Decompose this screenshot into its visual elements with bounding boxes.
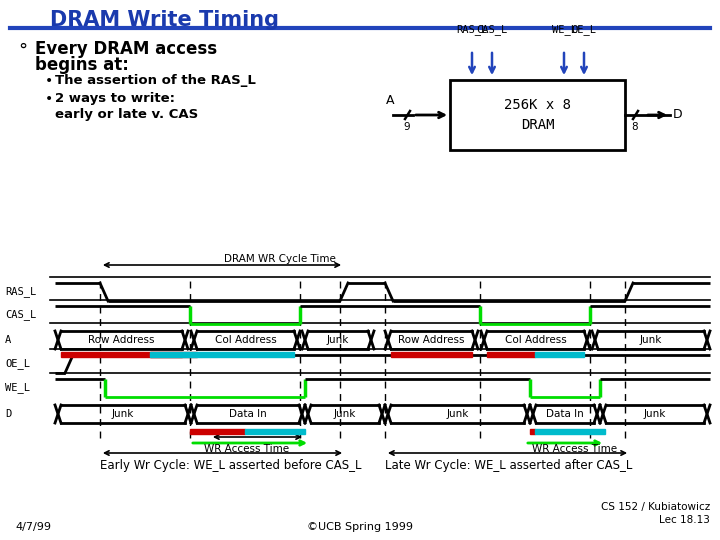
Text: OE_L: OE_L [5, 359, 30, 369]
Text: WE_L: WE_L [552, 24, 577, 35]
Text: Row Address: Row Address [89, 335, 155, 345]
Text: OE_L: OE_L [572, 24, 596, 35]
Text: Junk: Junk [112, 409, 134, 419]
Text: 256K x 8
DRAM: 256K x 8 DRAM [504, 98, 571, 132]
Text: A: A [386, 94, 395, 107]
Text: The assertion of the RAS_L: The assertion of the RAS_L [55, 74, 256, 87]
Text: DRAM WR Cycle Time: DRAM WR Cycle Time [224, 254, 336, 264]
Text: early or late v. CAS: early or late v. CAS [55, 108, 198, 121]
Text: begins at:: begins at: [35, 56, 129, 74]
Text: WR Access Time: WR Access Time [532, 444, 618, 454]
Text: Junk: Junk [640, 335, 662, 345]
Text: A: A [5, 335, 12, 345]
Text: RAS_L: RAS_L [5, 287, 36, 298]
Text: Row Address: Row Address [398, 335, 464, 345]
Text: ©UCB Spring 1999: ©UCB Spring 1999 [307, 522, 413, 532]
Text: Col Address: Col Address [215, 335, 276, 345]
Text: •: • [45, 92, 53, 106]
Bar [391, 352, 472, 356]
Text: Early Wr Cycle: WE_L asserted before CAS_L: Early Wr Cycle: WE_L asserted before CAS… [100, 459, 361, 472]
Text: •: • [45, 74, 53, 88]
Bar [487, 352, 535, 356]
Text: °: ° [18, 42, 27, 60]
Text: 8: 8 [631, 122, 639, 132]
Bar [535, 429, 605, 434]
Bar [535, 352, 584, 356]
Text: D: D [5, 409, 12, 419]
Text: Junk: Junk [446, 409, 469, 419]
Text: Every DRAM access: Every DRAM access [35, 40, 217, 58]
Text: Junk: Junk [644, 409, 666, 419]
Text: Data In: Data In [229, 409, 267, 419]
Text: Junk: Junk [327, 335, 349, 345]
Bar [150, 352, 197, 356]
Text: 2 ways to write:: 2 ways to write: [55, 92, 175, 105]
Text: WR Access Time: WR Access Time [204, 444, 289, 454]
Text: 4/7/99: 4/7/99 [15, 522, 51, 532]
Text: Late Wr Cycle: WE_L asserted after CAS_L: Late Wr Cycle: WE_L asserted after CAS_L [385, 459, 632, 472]
Bar [150, 352, 294, 356]
Text: CAS_L: CAS_L [477, 24, 508, 35]
Text: DRAM Write Timing: DRAM Write Timing [50, 10, 279, 30]
Text: Data In: Data In [546, 409, 584, 419]
Text: CS 152 / Kubiatowicz
Lec 18.13: CS 152 / Kubiatowicz Lec 18.13 [600, 502, 710, 525]
Text: WE_L: WE_L [5, 382, 30, 394]
Text: 9: 9 [404, 122, 410, 132]
Bar [190, 429, 245, 434]
Text: CAS_L: CAS_L [5, 309, 36, 320]
Bar [450, 80, 625, 150]
Bar [245, 429, 305, 434]
Text: RAS_L: RAS_L [456, 24, 487, 35]
Bar [61, 352, 182, 356]
Bar [530, 429, 535, 434]
Text: Junk: Junk [334, 409, 356, 419]
Text: Col Address: Col Address [505, 335, 567, 345]
Text: D: D [673, 109, 683, 122]
